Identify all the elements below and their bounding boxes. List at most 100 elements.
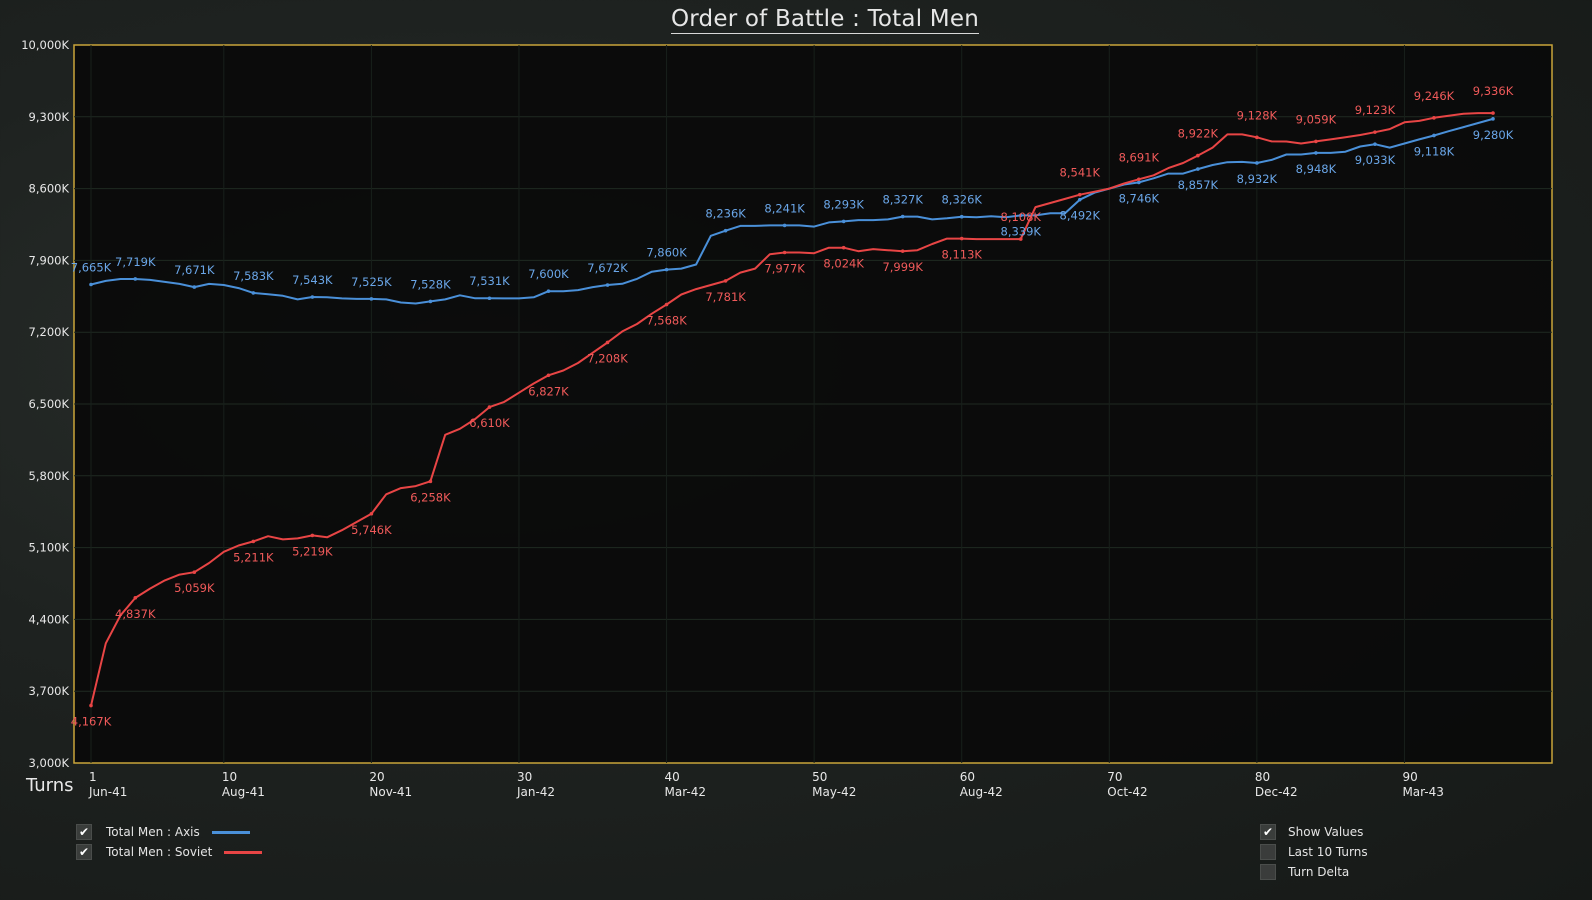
soviet-data-label: 9,128K (1237, 108, 1278, 122)
soviet-data-label: 5,219K (292, 544, 333, 558)
x-tick-date: Mar-43 (1402, 785, 1443, 799)
axis-data-label: 8,932K (1237, 172, 1278, 186)
data-point (1373, 142, 1377, 146)
data-labels: 7,665K 7,719K 7,671K 7,583K 7,543K 7,525K 7,52… (71, 84, 1514, 728)
axis-data-label: 8,236K (705, 207, 746, 221)
axis-data-label: 7,600K (528, 267, 569, 281)
y-tick-label: 9,300K (29, 110, 70, 124)
x-tick-turn: 30 (517, 770, 532, 784)
data-point (369, 511, 374, 516)
soviet-data-label: 9,336K (1473, 84, 1514, 98)
x-tick-date: Nov-41 (369, 785, 412, 799)
axis-data-label: 8,746K (1119, 191, 1160, 205)
option-turn-delta[interactable]: ✔ Turn Delta (1260, 862, 1368, 882)
y-tick-label: 3,700K (29, 684, 70, 698)
data-point (841, 245, 846, 250)
y-tick-label: 3,000K (29, 756, 70, 770)
x-tick-turn: 70 (1107, 770, 1122, 784)
soviet-data-label: 8,691K (1119, 150, 1160, 164)
soviet-data-label: 7,999K (882, 260, 923, 274)
option-last-10-turns[interactable]: ✔ Last 10 Turns (1260, 842, 1368, 862)
legend-item-soviet[interactable]: ✔ Total Men : Soviet (76, 842, 263, 862)
y-axis-ticks: 3,000K 3,700K 4,400K 5,100K 5,800K 6,500K 7,20… (21, 38, 69, 770)
legend-item-axis[interactable]: ✔ Total Men : Axis (76, 822, 262, 842)
data-point (1077, 192, 1082, 197)
option-show-values[interactable]: ✔ Show Values (1260, 822, 1368, 842)
axis-data-label: 7,525K (351, 275, 392, 289)
data-point (782, 223, 787, 228)
x-tick-date: Jan-42 (516, 785, 555, 799)
axis-data-label: 8,293K (823, 197, 864, 211)
axis-series-swatch (211, 830, 250, 834)
data-point (1432, 133, 1436, 138)
x-tick-date: Aug-41 (222, 785, 265, 799)
data-point (1196, 153, 1200, 158)
data-point (1018, 213, 1023, 218)
data-point (1255, 161, 1259, 165)
data-point (1018, 237, 1023, 241)
data-point (546, 373, 551, 378)
data-point (1314, 139, 1318, 144)
axis-data-label: 7,671K (174, 263, 215, 277)
soviet-data-label: 8,113K (941, 248, 982, 262)
data-point (841, 219, 846, 224)
data-point (428, 479, 433, 484)
data-point (133, 596, 138, 600)
data-point (1196, 167, 1200, 171)
legend: ✔ Total Men : Axis ✔ Total Men : Soviet (76, 822, 263, 862)
axis-data-label: 9,033K (1355, 153, 1396, 167)
soviet-data-label: 7,781K (705, 290, 746, 304)
data-point (664, 267, 669, 272)
y-tick-label: 10,000K (21, 38, 69, 52)
data-point (369, 297, 374, 301)
soviet-series-checkbox[interactable]: ✔ (76, 844, 92, 860)
data-point (310, 533, 315, 538)
data-point (900, 249, 905, 253)
x-tick-date: May-42 (812, 785, 856, 799)
axis-data-label: 8,241K (764, 201, 805, 215)
data-point (89, 703, 93, 708)
data-point (723, 228, 728, 233)
data-point (605, 283, 610, 287)
axis-data-label: 7,860K (646, 246, 687, 260)
x-tick-date: Oct-42 (1107, 785, 1147, 799)
axis-data-label: 8,327K (882, 193, 923, 207)
y-tick-label: 6,500K (29, 397, 70, 411)
x-tick-turn: 80 (1255, 770, 1270, 784)
soviet-data-label: 5,211K (233, 550, 274, 564)
turn-delta-checkbox[interactable]: ✔ (1260, 864, 1276, 880)
axis-data-label: 8,948K (1296, 162, 1337, 176)
data-point (1314, 151, 1318, 155)
data-point (428, 299, 433, 304)
soviet-data-label: 7,208K (587, 351, 628, 365)
data-point (1491, 117, 1495, 121)
soviet-data-label: 8,541K (1060, 166, 1101, 180)
soviet-data-label: 7,568K (646, 314, 687, 328)
soviet-data-label: 6,827K (528, 384, 569, 398)
data-point (782, 250, 787, 255)
axis-data-label: 7,665K (71, 261, 112, 275)
axis-series-checkbox[interactable]: ✔ (76, 824, 92, 840)
data-point (251, 539, 256, 544)
soviet-data-label: 5,059K (174, 581, 215, 595)
axis-data-label: 8,492K (1060, 209, 1101, 223)
x-tick-turn: 60 (960, 770, 975, 784)
soviet-series-swatch (224, 850, 263, 854)
data-point (1373, 130, 1377, 134)
data-point (723, 279, 728, 283)
y-tick-label: 5,800K (29, 469, 70, 483)
data-point (546, 289, 551, 293)
soviet-data-label: 4,837K (115, 607, 156, 621)
y-tick-label: 4,400K (29, 612, 70, 626)
axis-data-label: 7,531K (469, 274, 510, 288)
x-axis-label: Turns (26, 775, 74, 796)
last-10-turns-checkbox[interactable]: ✔ (1260, 844, 1276, 860)
data-point (900, 214, 905, 219)
axis-data-label: 8,326K (941, 193, 982, 207)
show-values-checkbox[interactable]: ✔ (1260, 824, 1276, 840)
axis-data-label: 9,280K (1473, 128, 1514, 142)
soviet-data-label: 9,059K (1296, 112, 1337, 126)
data-point (133, 277, 138, 281)
soviet-series-line (90, 112, 1493, 706)
x-tick-turn: 50 (812, 770, 827, 784)
